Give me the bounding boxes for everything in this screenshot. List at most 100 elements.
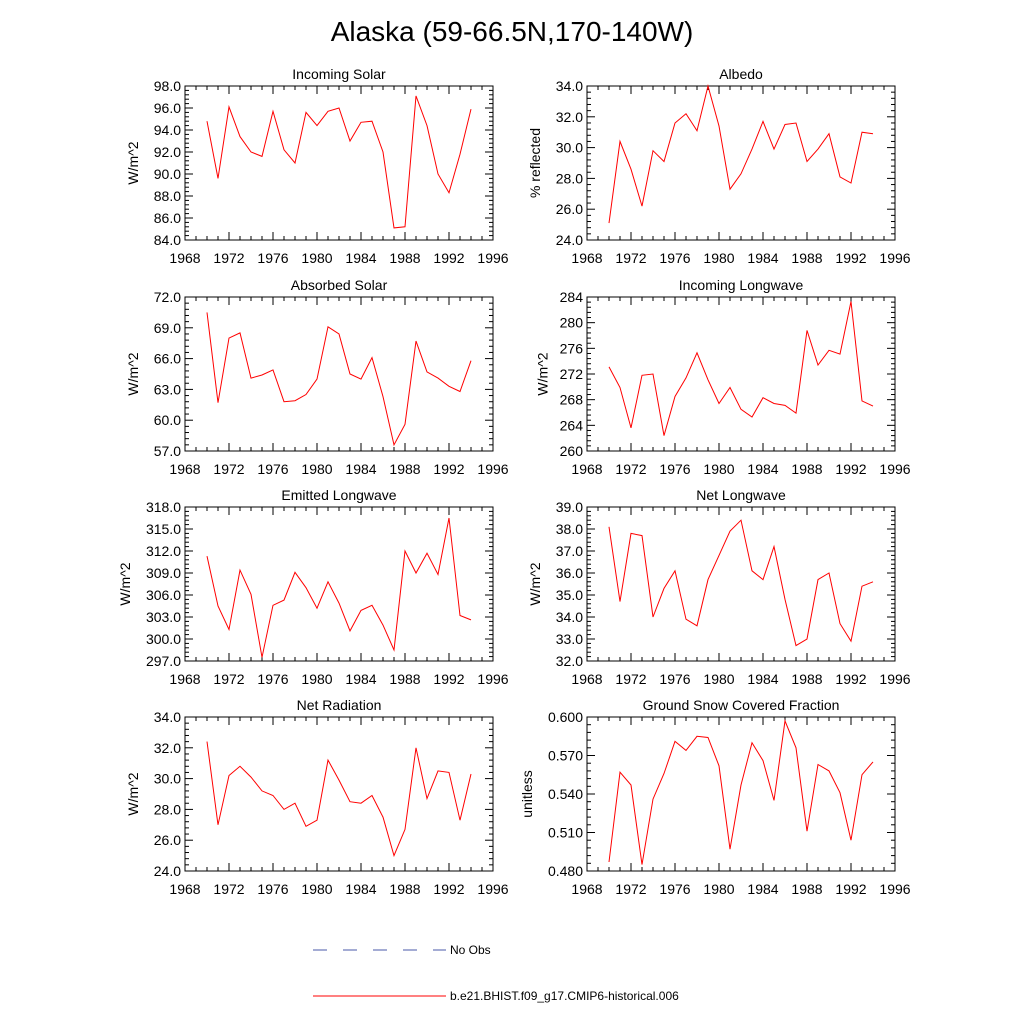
x-tick-label: 1984 [345, 461, 376, 477]
y-tick-label: 32.0 [556, 653, 583, 669]
x-tick-label: 1980 [703, 671, 734, 687]
panel-2: Albedo 1968 1972 1976 1980 1984 1988 1992 1996 24… [527, 66, 911, 266]
panel-8: Ground Snow Covered Fraction 1968 1972 1976… [519, 697, 911, 897]
y-tick-label: 88.0 [154, 188, 181, 204]
y-tick-label: 33.0 [556, 631, 583, 647]
x-tick-label: 1968 [169, 881, 200, 897]
y-axis-label: unitless [519, 770, 535, 817]
y-tick-label: 36.0 [556, 565, 583, 581]
series-line-1 [206, 312, 472, 447]
panel-4: Incoming Longwave 1968 1972 1976 1980 1984 198… [535, 277, 911, 477]
x-tick-label: 1968 [169, 250, 200, 266]
x-tick-label: 1968 [571, 671, 602, 687]
y-tick-label: 38.0 [556, 521, 583, 537]
y-tick-label: 0.480 [548, 863, 583, 879]
legend-obs-label: No Obs [450, 943, 491, 957]
x-tick-label: 1984 [747, 250, 778, 266]
plot-frame [184, 716, 494, 872]
plot-frame [184, 296, 494, 452]
x-tick-label: 1988 [389, 250, 420, 266]
y-tick-label: 28.0 [154, 801, 181, 817]
y-tick-label: 276 [560, 340, 584, 356]
y-tick-label: 35.0 [556, 587, 583, 603]
x-tick-label: 1972 [213, 461, 244, 477]
legend: No Obs b.e21.BHIST.f09_g17.CMIP6-histori… [313, 943, 679, 1003]
y-tick-label: 312.0 [146, 543, 181, 559]
y-tick-label: 34.0 [556, 78, 583, 94]
x-tick-label: 1976 [659, 461, 690, 477]
x-tick-label: 1980 [703, 250, 734, 266]
x-tick-label: 1992 [433, 461, 464, 477]
x-tick-label: 1988 [389, 881, 420, 897]
x-tick-label: 1980 [703, 461, 734, 477]
panel-title: Net Radiation [297, 697, 382, 713]
x-tick-label: 1976 [257, 461, 288, 477]
y-axis-label: W/m^2 [125, 352, 141, 395]
figure-title: Alaska (59-66.5N,170-140W) [331, 16, 694, 47]
y-tick-label: 96.0 [154, 100, 181, 116]
x-tick-label: 1988 [389, 671, 420, 687]
y-tick-label: 63.0 [154, 381, 181, 397]
x-tick-label: 1992 [835, 881, 866, 897]
panel-1: Incoming Solar 1968 1972 1976 1980 1984 1988 19… [125, 66, 509, 266]
y-tick-label: 72.0 [154, 289, 181, 305]
x-tick-label: 1992 [835, 250, 866, 266]
x-tick-label: 1992 [433, 250, 464, 266]
y-axis-label: W/m^2 [527, 562, 543, 605]
x-tick-label: 1980 [301, 461, 332, 477]
x-tick-label: 1996 [879, 250, 910, 266]
x-tick-label: 1980 [703, 881, 734, 897]
x-tick-label: 1992 [433, 881, 464, 897]
y-tick-label: 297.0 [146, 653, 181, 669]
y-tick-label: 24.0 [154, 863, 181, 879]
x-tick-label: 1972 [615, 881, 646, 897]
x-tick-label: 1984 [345, 250, 376, 266]
y-axis-label: W/m^2 [125, 772, 141, 815]
plot-frame [586, 85, 896, 241]
x-tick-label: 1996 [879, 461, 910, 477]
y-tick-label: 34.0 [154, 709, 181, 725]
x-tick-label: 1968 [571, 461, 602, 477]
legend-model-label: b.e21.BHIST.f09_g17.CMIP6-historical.006 [450, 989, 679, 1003]
panels-group: Incoming Solar 1968 1972 1976 1980 1984 1988 19… [117, 66, 911, 897]
x-tick-label: 1972 [213, 881, 244, 897]
series-line-1 [608, 301, 874, 436]
y-tick-label: 84.0 [154, 232, 181, 248]
x-tick-label: 1976 [257, 881, 288, 897]
series-line-1 [608, 84, 874, 224]
y-tick-label: 92.0 [154, 144, 181, 160]
panel-7: Net Radiation 1968 1972 1976 1980 1984 1988 199… [125, 697, 509, 897]
y-tick-label: 0.540 [548, 786, 583, 802]
x-tick-label: 1996 [477, 881, 508, 897]
x-tick-label: 1988 [791, 671, 822, 687]
y-tick-label: 69.0 [154, 320, 181, 336]
y-tick-label: 26.0 [154, 832, 181, 848]
x-tick-label: 1972 [213, 250, 244, 266]
y-tick-label: 318.0 [146, 499, 181, 515]
x-tick-label: 1984 [747, 671, 778, 687]
series-line-1 [206, 741, 472, 858]
y-tick-label: 57.0 [154, 443, 181, 459]
y-tick-label: 34.0 [556, 609, 583, 625]
x-tick-label: 1988 [791, 461, 822, 477]
x-tick-label: 1996 [879, 671, 910, 687]
y-tick-label: 66.0 [154, 351, 181, 367]
series-line-1 [608, 718, 874, 865]
x-tick-label: 1984 [747, 461, 778, 477]
x-tick-label: 1968 [571, 250, 602, 266]
x-tick-label: 1988 [791, 250, 822, 266]
y-axis-label: W/m^2 [125, 141, 141, 184]
y-tick-label: 32.0 [154, 740, 181, 756]
series-line-1 [206, 517, 472, 658]
x-tick-label: 1980 [301, 250, 332, 266]
x-tick-label: 1968 [169, 461, 200, 477]
y-tick-label: 24.0 [556, 232, 583, 248]
panel-title: Incoming Longwave [679, 277, 804, 293]
x-tick-label: 1984 [345, 881, 376, 897]
y-tick-label: 284 [560, 289, 584, 305]
y-tick-label: 98.0 [154, 78, 181, 94]
y-tick-label: 280 [560, 315, 584, 331]
x-tick-label: 1996 [477, 250, 508, 266]
panel-title: Incoming Solar [292, 66, 386, 82]
x-tick-label: 1992 [835, 671, 866, 687]
